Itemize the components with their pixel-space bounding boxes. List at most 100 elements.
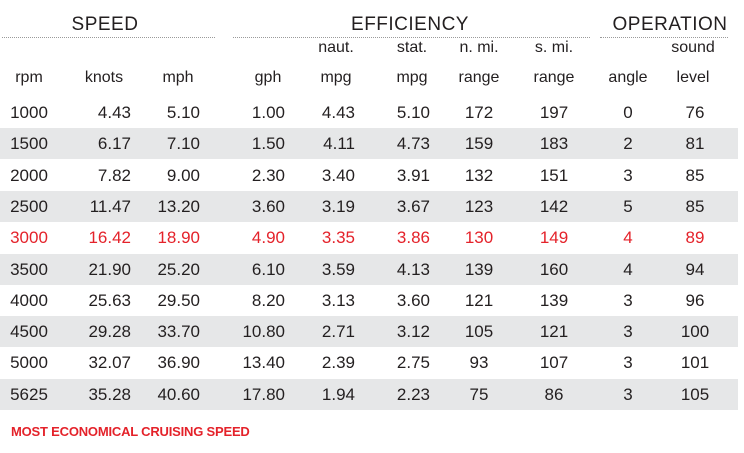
- table-cell-mph: 40.60: [157, 384, 200, 404]
- table-cell-range: 183: [539, 134, 569, 154]
- table-cell-range: 139: [464, 259, 494, 279]
- table-cell-mpg: 3.12: [396, 322, 430, 342]
- column-header-top-10: sound: [671, 39, 715, 56]
- table-cell-rpm: 1000: [10, 103, 48, 122]
- table-cell-mph: 29.50: [157, 290, 200, 310]
- table-cell-range: 132: [464, 165, 494, 185]
- table-cell-mph: 9.00: [166, 165, 200, 185]
- speed-divider: [2, 37, 215, 38]
- table-cell-rpm: 1500: [10, 134, 48, 154]
- table-cell-rpm: 5625: [10, 384, 48, 404]
- table-cell-range: 123: [464, 196, 494, 216]
- table-cell-mpg: 3.59: [321, 259, 355, 279]
- table-cell-level: 85: [685, 196, 705, 216]
- table-cell-mpg: 3.60: [396, 290, 430, 310]
- table-cell-range: 159: [464, 134, 494, 154]
- table-cell-mph: 25.20: [157, 259, 200, 279]
- table-row: 5625 35.28 40.60 17.80 1.94 2.23 75 86 3 105: [0, 378, 738, 410]
- table-cell-knots: 7.82: [97, 165, 131, 185]
- table-cell-gph: 2.30: [251, 165, 285, 185]
- table-cell-angle: 3: [623, 384, 633, 404]
- table-cell-mpg: 5.10: [396, 103, 430, 122]
- column-header-top-6: stat.: [396, 39, 428, 56]
- table-cell-gph: 4.90: [251, 228, 285, 248]
- table-cell-angle: 3: [623, 165, 633, 185]
- column-header-bottom-2: knots: [84, 69, 124, 86]
- table-cell-knots: 6.17: [97, 134, 131, 154]
- group-title-efficiency: EFFICIENCY: [351, 14, 469, 35]
- table-cell-range: 121: [539, 322, 569, 342]
- table-cell-gph: 6.10: [251, 259, 285, 279]
- footnote: MOST ECONOMICAL CRUISING SPEED: [11, 424, 250, 439]
- table-cell-mpg: 3.67: [396, 196, 430, 216]
- table-cell-level: 89: [685, 228, 705, 248]
- table-cell-level: 105: [680, 384, 710, 404]
- table-cell-range: 107: [539, 353, 569, 373]
- table-cell-range: 105: [464, 322, 494, 342]
- table-cell-mph: 5.10: [166, 103, 200, 122]
- table-cell-gph: 1.00: [251, 103, 285, 122]
- table-cell-level: 96: [685, 290, 705, 310]
- table-cell-gph: 17.80: [242, 384, 285, 404]
- table-cell-mpg: 3.35: [321, 228, 355, 248]
- table-cell-range: 142: [539, 196, 569, 216]
- table-cell-rpm: 2000: [10, 165, 48, 185]
- table-cell-knots: 16.42: [88, 228, 131, 248]
- table-cell-mpg: 3.86: [396, 228, 430, 248]
- table-cell-mph: 33.70: [157, 322, 200, 342]
- table-cell-range: 160: [539, 259, 569, 279]
- table-cell-rpm: 4000: [10, 290, 48, 310]
- table-cell-mpg: 3.91: [396, 165, 430, 185]
- table-cell-rpm: 3000: [10, 228, 48, 248]
- table-cell-mpg: 2.75: [396, 353, 430, 373]
- column-header-bottom-4: gph: [254, 69, 282, 86]
- table-cell-mpg: 4.13: [396, 259, 430, 279]
- table-cell-range: 172: [464, 103, 494, 122]
- table-cell-mph: 13.20: [157, 196, 200, 216]
- table-cell-mpg: 4.43: [321, 103, 355, 122]
- table-cell-range: 93: [469, 353, 489, 373]
- table-cell-angle: 0: [623, 103, 633, 122]
- table-cell-mpg: 4.11: [323, 134, 355, 154]
- table-cell-mph: 7.10: [166, 134, 200, 154]
- table-cell-range: 149: [539, 228, 569, 248]
- table-cell-mpg: 1.94: [321, 384, 355, 404]
- table-row: 3500 21.90 25.20 6.10 3.59 4.13 139 160 4 94: [0, 253, 738, 285]
- table-cell-level: 101: [680, 353, 710, 373]
- table-cell-mph: 18.90: [157, 228, 200, 248]
- table-cell-knots: 4.43: [97, 103, 131, 122]
- table-cell-knots: 25.63: [88, 290, 131, 310]
- table-cell-gph: 1.50: [251, 134, 285, 154]
- table-cell-gph: 8.20: [251, 290, 285, 310]
- table-cell-range: 86: [544, 384, 564, 404]
- table-cell-angle: 3: [623, 322, 633, 342]
- group-title-operation: OPERATION: [612, 14, 728, 35]
- table-cell-angle: 3: [623, 290, 633, 310]
- table-cell-knots: 29.28: [88, 322, 131, 342]
- table-cell-angle: 2: [623, 134, 633, 154]
- table-row-highlighted: 3000 16.42 18.90 4.90 3.35 3.86 130 149 4 89: [0, 222, 738, 253]
- table-cell-knots: 21.90: [88, 259, 131, 279]
- table-cell-angle: 3: [623, 353, 633, 373]
- table-cell-gph: 10.80: [242, 322, 285, 342]
- table-cell-range: 75: [469, 384, 489, 404]
- table-row: 1500 6.17 7.10 1.50 4.11 4.73 159 183 2 81: [0, 128, 738, 160]
- column-header-bottom-6: mpg: [396, 69, 428, 86]
- table-cell-mpg: 2.39: [321, 353, 355, 373]
- table-cell-level: 85: [685, 165, 705, 185]
- column-header-bottom-9: angle: [608, 69, 648, 86]
- table-cell-level: 81: [685, 134, 705, 154]
- column-header-top-5: naut.: [318, 39, 354, 56]
- table-cell-range: 130: [464, 228, 494, 248]
- column-header-top-8: s. mi.: [534, 39, 574, 56]
- table-cell-range: 197: [539, 103, 569, 122]
- column-header-bottom-10: level: [676, 69, 710, 86]
- table-cell-knots: 35.28: [88, 384, 131, 404]
- table-cell-angle: 4: [623, 228, 633, 248]
- table-row: 2000 7.82 9.00 2.30 3.40 3.91 132 151 3 85: [0, 160, 738, 191]
- table-row: 5000 32.07 36.90 13.40 2.39 2.75 93 107 3 101: [0, 347, 738, 378]
- table-cell-mpg: 3.13: [321, 290, 355, 310]
- group-title-speed: SPEED: [71, 14, 139, 35]
- table-cell-range: 151: [539, 165, 569, 185]
- table-cell-rpm: 5000: [10, 353, 48, 373]
